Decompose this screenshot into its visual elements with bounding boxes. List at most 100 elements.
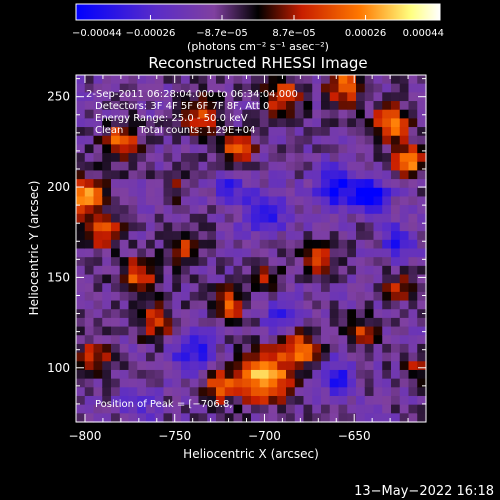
heatmap-cell: [111, 309, 121, 319]
heatmap-cell: [312, 118, 322, 128]
heatmap-cell: [111, 127, 121, 137]
heatmap-cell: [321, 265, 331, 276]
heatmap-cell: [356, 118, 366, 128]
heatmap-cell: [154, 187, 165, 198]
heatmap-cell: [189, 161, 200, 172]
heatmap-cell: [286, 170, 296, 180]
heatmap-cell: [399, 369, 410, 380]
heatmap-cell: [119, 83, 130, 93]
heatmap-cell: [102, 135, 112, 146]
heatmap-cell: [198, 222, 208, 232]
heatmap-cell: [277, 222, 287, 232]
heatmap-cell: [347, 361, 357, 371]
heatmap-cell: [189, 317, 200, 328]
heatmap-cell: [137, 343, 147, 354]
heatmap-cell: [364, 118, 375, 128]
heatmap-cell: [224, 83, 235, 93]
heatmap-cell: [137, 239, 147, 250]
heatmap-cell: [224, 326, 235, 336]
heatmap-cell: [417, 352, 427, 362]
heatmap-cell: [198, 161, 208, 172]
heatmap-cell: [224, 257, 235, 267]
heatmap-cell: [242, 75, 252, 85]
heatmap-cell: [329, 196, 340, 206]
heatmap-cell: [128, 231, 138, 241]
heatmap-cell: [93, 291, 103, 302]
heatmap-cell: [303, 118, 313, 128]
heatmap-cell: [399, 274, 410, 284]
heatmap-cell: [224, 378, 235, 388]
heatmap-cell: [189, 369, 200, 380]
heatmap-cell: [417, 170, 427, 180]
heatmap-cell: [163, 170, 173, 180]
heatmap-cell: [312, 187, 322, 198]
heatmap-cell: [356, 343, 366, 354]
heatmap-cell: [251, 387, 261, 397]
heatmap-cell: [294, 343, 305, 354]
heatmap-cell: [251, 83, 261, 93]
colorbar-ticks: −0.00044 −0.00026 −8.7e−05 8.7e−05 0.00026 0.…: [72, 15, 444, 39]
heatmap-cell: [93, 127, 103, 137]
heatmap-cell: [277, 213, 287, 224]
heatmap-cell: [111, 387, 121, 397]
heatmap-cell: [347, 83, 357, 93]
heatmap-cell: [207, 170, 217, 180]
heatmap-cell: [137, 326, 147, 336]
heatmap-cell: [286, 387, 296, 397]
heatmap-cell: [146, 274, 156, 284]
heatmap-cell: [198, 395, 208, 406]
heatmap-cell: [259, 109, 270, 119]
heatmap-cell: [207, 369, 217, 380]
heatmap-cell: [146, 335, 156, 345]
heatmap-cell: [286, 413, 296, 423]
heatmap-cell: [356, 395, 366, 406]
heatmap-cell: [102, 83, 112, 93]
heatmap-cell: [391, 135, 401, 146]
heatmap-cell: [329, 231, 340, 241]
heatmap-cell: [216, 127, 226, 137]
heatmap-cell: [146, 387, 156, 397]
heatmap-cell: [277, 378, 287, 388]
heatmap-cell: [76, 395, 86, 406]
heatmap-cell: [181, 75, 191, 85]
heatmap-cell: [111, 135, 121, 146]
heatmap-cell: [119, 118, 130, 128]
heatmap-cell: [146, 161, 156, 172]
heatmap-cell: [338, 153, 348, 163]
heatmap-cell: [259, 179, 270, 189]
heatmap-cell: [303, 83, 313, 93]
heatmap-cell: [76, 343, 86, 354]
heatmap-cell: [154, 144, 165, 154]
heatmap-cell: [294, 153, 305, 163]
heatmap-cell: [356, 248, 366, 258]
heatmap-cell: [251, 118, 261, 128]
heatmap-cell: [312, 127, 322, 137]
heatmap-cell: [408, 153, 418, 163]
heatmap-cell: [181, 257, 191, 267]
heatmap-cell: [137, 205, 147, 215]
heatmap-cell: [382, 118, 392, 128]
heatmap-cell: [172, 343, 182, 354]
heatmap-cell: [119, 326, 130, 336]
heatmap-cell: [303, 187, 313, 198]
heatmap-cell: [391, 413, 401, 423]
heatmap-cell: [382, 274, 392, 284]
heatmap-cell: [382, 101, 392, 111]
heatmap-cell: [128, 75, 138, 85]
heatmap-cell: [303, 75, 313, 85]
heatmap-cell: [329, 187, 340, 198]
heatmap-cell: [137, 352, 147, 362]
heatmap-cell: [321, 378, 331, 388]
heatmap-cell: [286, 352, 296, 362]
heatmap-cell: [286, 144, 296, 154]
heatmap-cell: [347, 265, 357, 276]
heatmap-cell: [408, 413, 418, 423]
heatmap-cell: [128, 127, 138, 137]
heatmap-cell: [321, 309, 331, 319]
heatmap-cell: [207, 300, 217, 310]
heatmap-cell: [111, 378, 121, 388]
heatmap-cell: [216, 101, 226, 111]
heatmap-cell: [338, 343, 348, 354]
y-axis-label: Heliocentric Y (arcsec): [27, 181, 41, 316]
heatmap-cell: [391, 196, 401, 206]
